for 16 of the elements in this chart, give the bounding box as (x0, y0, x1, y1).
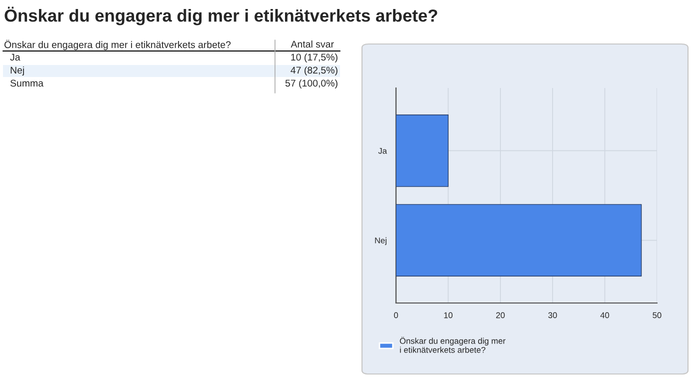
text: Summa (10, 80, 44, 87)
text: 47 (82,5%) (290, 66, 338, 76)
x-tick-label: 30 (548, 312, 557, 318)
legend-label: Önskar du engagera dig mer i etiknätverkets arbete? (400, 336, 506, 353)
x-tick-label: 50 (652, 312, 662, 318)
text: Antal svar (290, 40, 334, 48)
x-tick-label: 20 (496, 312, 505, 318)
text: 10 (17,5%) (291, 53, 338, 63)
text: Önskar du engagera dig mer i etiknätverkets arbete? (4, 6, 438, 26)
x-tick-label: 40 (600, 312, 610, 318)
x-tick-label: 0 (394, 312, 398, 318)
text: Önskar du engagera dig mer i etiknätverkets arbete? (4, 40, 231, 50)
category-label: Ja (10, 54, 20, 61)
text: 57 (100,0%) (285, 79, 338, 89)
x-tick-label: 10 (444, 312, 453, 318)
category-label: Nej (10, 66, 24, 76)
